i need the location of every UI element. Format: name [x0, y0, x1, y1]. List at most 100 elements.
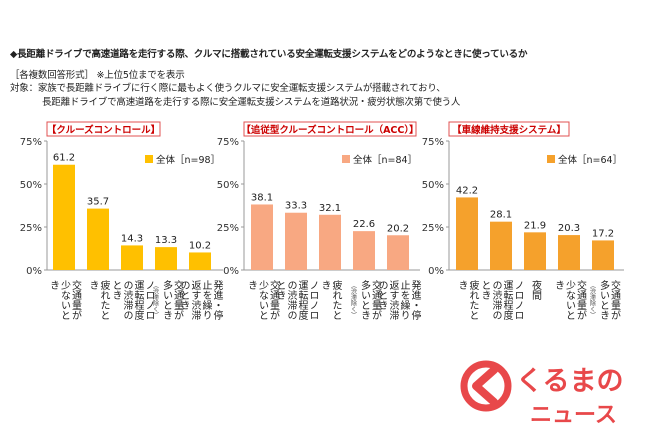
chart-panel-3: 【車線維持支援システム】0%25%50%75%全体［n=64］42.2疲れたとき…	[422, 121, 624, 321]
data-label: 21.9	[524, 220, 546, 231]
category-label: の渋滞の	[121, 280, 133, 320]
bar	[524, 232, 546, 270]
chart-title: 【車線維持支援システム】	[452, 124, 566, 136]
data-label: 32.1	[319, 203, 341, 214]
data-label: 61.2	[53, 153, 75, 164]
bar	[592, 240, 614, 270]
category-label: 運転程度	[501, 280, 513, 321]
y-tick-label: 25%	[217, 223, 239, 234]
y-tick-label: 0%	[223, 266, 239, 277]
bar	[319, 214, 341, 270]
bar	[53, 164, 75, 270]
bar	[251, 204, 273, 270]
bar	[155, 247, 177, 270]
data-label: 38.1	[251, 192, 273, 203]
chart-title-box	[243, 121, 417, 137]
y-tick-label: 0%	[26, 266, 42, 277]
data-label: 20.2	[387, 223, 409, 234]
legend-swatch	[145, 155, 153, 163]
category-label: ノロノロ	[512, 280, 523, 320]
logo-text-top: くるまの	[516, 366, 623, 397]
category-label: の渋滞の	[285, 280, 297, 320]
data-label: 35.7	[87, 197, 109, 208]
chart-title: 【追従型クルーズコントロール（ACC）】	[241, 124, 418, 136]
data-label: 33.3	[285, 201, 307, 212]
y-tick-label: 75%	[20, 137, 42, 148]
category-label: 返す渋滞	[387, 280, 399, 321]
category-subnote: （渋滞除く）	[589, 282, 596, 318]
bar	[387, 235, 409, 270]
answer-format-note: ［各複数回答形式］ ※上位5位までを表示	[10, 70, 185, 81]
logo-chevron-icon	[472, 366, 498, 406]
logo-circle-icon	[460, 360, 512, 412]
y-tick-label: 0%	[428, 266, 444, 277]
y-tick-label: 50%	[20, 180, 42, 191]
chart-panel-2: 【追従型クルーズコントロール（ACC）】 0% 25% 50% 75% 全体［n=84］ 3…	[217, 121, 421, 321]
category-label: とき	[274, 280, 285, 300]
category-label: 多いとき	[598, 279, 610, 320]
category-label: 疲れたと	[330, 279, 342, 320]
category-label: 交通量が	[172, 279, 184, 320]
bar	[456, 197, 478, 270]
kuruma-news-logo: くるまの ニュース	[460, 360, 623, 428]
category-label: き	[319, 280, 330, 290]
legend-swatch	[342, 155, 350, 163]
bar	[285, 212, 307, 270]
logo-text-bottom: ニュース	[530, 403, 617, 428]
bar	[490, 221, 512, 270]
y-tick-label: 75%	[422, 137, 444, 148]
data-label: 28.1	[490, 210, 512, 221]
category-label: ノロノロ	[143, 280, 154, 320]
category-label: 夜間	[530, 279, 542, 301]
category-label: 疲れたと	[98, 279, 110, 320]
category-label: き	[48, 280, 59, 290]
bar	[353, 231, 375, 270]
category-label: 疲れたと	[467, 279, 479, 320]
category-label: 少ないと	[59, 280, 71, 320]
category-label: 少ないと	[257, 280, 269, 320]
y-tick-label: 25%	[20, 223, 42, 234]
category-label: 止を繰り	[398, 280, 410, 320]
category-label: 交通量が	[370, 279, 382, 320]
legend-label: 全体［n=84］	[353, 154, 417, 166]
category-label: 少ないと	[564, 280, 576, 320]
category-label: き	[246, 280, 257, 290]
bar	[121, 245, 143, 270]
y-tick-label: 25%	[422, 223, 444, 234]
chart-title-box	[46, 121, 161, 137]
category-label: き	[553, 280, 564, 290]
bar	[189, 252, 211, 270]
target-description: 対象：家族で長距離ドライブに行く際に最もよく使うクルマに安全運転支援システムが搭…	[10, 83, 446, 94]
category-label: 運転程度	[296, 280, 308, 321]
data-label: 10.2	[189, 240, 211, 251]
legend-swatch	[547, 155, 555, 163]
bar	[558, 235, 580, 270]
category-subnote: （渋滞除く）	[350, 282, 357, 318]
category-label: 交通量が	[609, 279, 621, 320]
category-label: ノロノロ	[307, 280, 318, 320]
category-label: 交通量が	[268, 279, 280, 320]
category-label: 止を繰り	[200, 280, 212, 320]
category-label: き	[456, 280, 467, 290]
data-label: 13.3	[155, 235, 177, 246]
data-label: 42.2	[456, 185, 478, 196]
category-label: の渋滞の	[490, 280, 502, 320]
target-description-cont: 長距離ドライブで高速道路を走行する際に安全運転支援システムを道路状況・疲労状態次…	[42, 97, 461, 108]
chart-title-box	[448, 121, 570, 137]
data-label: 22.6	[353, 219, 375, 230]
legend-label: 全体［n=98］	[156, 154, 220, 166]
survey-question: ◆長距離ドライブで高速道路を走行する際、クルマに搭載されている安全運転支援システ…	[10, 49, 528, 60]
y-tick-label: 75%	[217, 137, 239, 148]
category-label: 多いとき	[161, 279, 173, 320]
category-label: 交通量が	[575, 279, 587, 320]
data-label: 20.3	[558, 223, 580, 234]
y-tick-label: 50%	[217, 180, 239, 191]
category-label: のとき	[376, 280, 388, 310]
category-label: 交通量が	[70, 279, 82, 320]
category-label: 発進・停	[409, 279, 421, 321]
y-tick-label: 50%	[422, 180, 444, 191]
legend-label: 全体［n=64］	[558, 154, 622, 166]
data-label: 17.2	[592, 228, 614, 239]
category-label: 返す渋滞	[189, 280, 201, 321]
